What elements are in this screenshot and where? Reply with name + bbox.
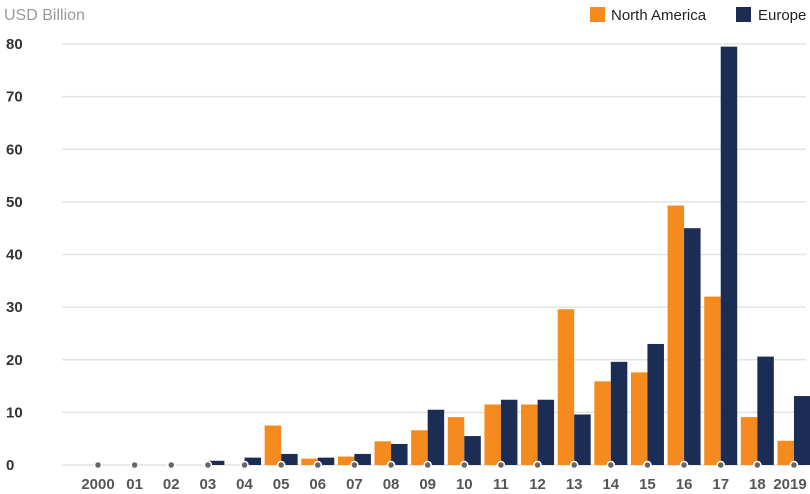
legend-label-north-america: North America — [611, 7, 707, 24]
bar-north-america — [411, 430, 428, 465]
legend: North America Europe — [590, 7, 806, 24]
x-tick-label: 10 — [456, 476, 473, 493]
bar-europe — [720, 46, 738, 465]
bar-north-america — [264, 425, 282, 465]
x-axis-markers — [93, 460, 799, 470]
legend-swatch-north-america — [590, 7, 605, 22]
bar-north-america — [704, 296, 721, 465]
x-tick-label: 15 — [639, 476, 656, 493]
unit-label: USD Billion — [4, 7, 85, 24]
bar-europe — [610, 361, 628, 465]
bar-europe — [647, 343, 664, 465]
x-axis-marker — [203, 460, 213, 470]
y-tick-label: 40 — [6, 247, 23, 264]
legend-label-europe: Europe — [758, 7, 806, 24]
bars — [207, 46, 810, 465]
bar-north-america — [557, 309, 575, 465]
y-tick-label: 0 — [6, 457, 14, 474]
x-tick-label: 13 — [566, 476, 583, 493]
x-axis-marker — [569, 460, 579, 470]
y-tick-label: 10 — [6, 404, 23, 421]
bar-north-america — [301, 458, 318, 465]
bar-europe — [500, 399, 518, 465]
bar-north-america — [667, 205, 685, 465]
bar-europe — [793, 396, 810, 465]
x-tick-label: 18 — [749, 476, 766, 493]
x-tick-label: 17 — [712, 476, 729, 493]
x-axis-marker — [276, 460, 286, 470]
x-axis-marker — [93, 460, 103, 470]
bar-europe — [684, 228, 701, 465]
x-axis-ticks: 2000 01 02 03 04 05 06 07 08 09 10 11 12 13 14 15 16 17 18… — [81, 476, 806, 493]
x-tick-label: 01 — [126, 476, 143, 493]
x-axis-marker — [533, 460, 542, 470]
bar-europe — [244, 457, 262, 465]
bar-europe — [757, 356, 774, 465]
y-tick-label: 50 — [6, 194, 23, 211]
x-axis-marker — [313, 460, 323, 470]
bar-north-america — [447, 417, 465, 465]
x-axis-marker — [460, 460, 469, 470]
bar-north-america — [521, 404, 538, 465]
x-tick-label: 2000 — [81, 476, 114, 493]
x-tick-label: 07 — [346, 476, 363, 493]
x-axis-marker — [130, 460, 139, 470]
x-tick-label: 04 — [236, 476, 253, 493]
x-tick-label: 05 — [273, 476, 290, 493]
bar-north-america — [337, 456, 355, 465]
y-tick-label: 80 — [6, 36, 23, 53]
gridlines — [62, 43, 806, 466]
x-tick-label: 12 — [529, 476, 546, 493]
x-axis-marker — [423, 460, 432, 470]
legend-swatch-europe — [736, 7, 751, 22]
y-tick-label: 70 — [6, 89, 23, 106]
bar-europe — [317, 457, 335, 465]
x-tick-label: 03 — [200, 476, 217, 493]
x-tick-label: 09 — [419, 476, 436, 493]
x-tick-label: 2019 — [773, 476, 806, 493]
x-axis-marker — [679, 460, 689, 470]
x-tick-label: 02 — [163, 476, 180, 493]
y-tick-label: 20 — [6, 352, 23, 369]
x-tick-label: 11 — [493, 476, 509, 493]
bar-north-america — [740, 417, 758, 465]
bar-north-america — [484, 404, 501, 465]
x-axis-marker — [606, 460, 616, 470]
x-axis-marker — [753, 460, 762, 470]
bar-north-america — [630, 372, 648, 465]
x-axis-marker — [386, 460, 396, 470]
y-tick-label: 30 — [6, 299, 23, 316]
bar-europe — [464, 436, 481, 465]
x-tick-label: 16 — [676, 476, 693, 493]
bar-europe — [207, 460, 225, 465]
bar-north-america — [374, 441, 392, 465]
x-tick-label: 06 — [309, 476, 326, 493]
bar-europe — [281, 453, 298, 465]
y-axis-ticks: 0 10 20 30 40 50 60 70 80 — [6, 36, 23, 474]
x-tick-label: 08 — [383, 476, 400, 493]
bar-europe — [391, 443, 408, 465]
x-axis-marker — [496, 460, 506, 470]
x-axis-marker — [643, 460, 652, 470]
x-axis-marker — [240, 460, 249, 470]
bar-europe — [537, 399, 555, 465]
x-axis-marker — [350, 460, 359, 470]
y-tick-label: 60 — [6, 141, 23, 158]
bar-europe — [574, 414, 591, 465]
bar-europe — [427, 409, 445, 465]
bar-north-america — [777, 440, 794, 465]
bar-north-america — [594, 381, 611, 465]
x-axis-marker — [167, 460, 176, 470]
x-axis-marker — [789, 460, 799, 470]
x-axis-marker — [716, 460, 725, 470]
x-tick-label: 14 — [602, 476, 619, 493]
bar-europe — [354, 453, 371, 465]
